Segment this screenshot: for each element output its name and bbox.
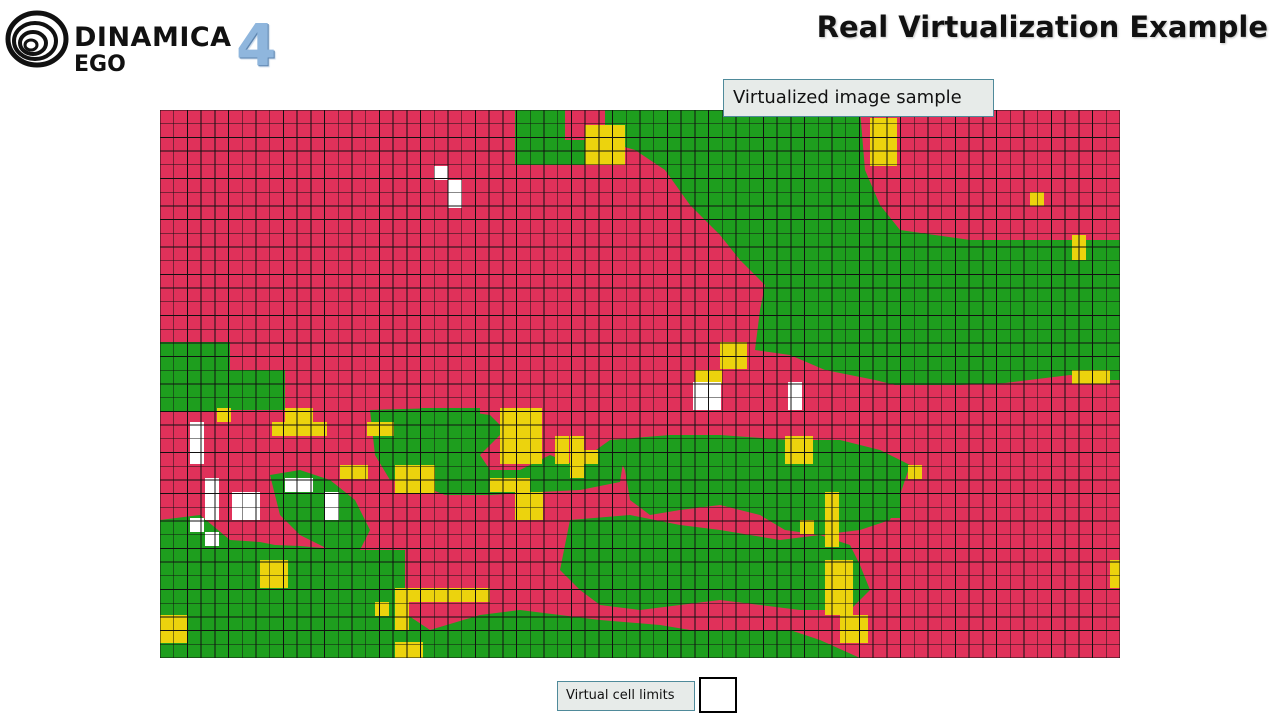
cell-yellow-20 [785, 436, 813, 464]
cell-white-5 [205, 478, 219, 520]
cell-white-0 [434, 166, 448, 180]
cell-yellow-5 [720, 342, 747, 369]
cell-yellow-25 [840, 615, 868, 643]
legend-label: Virtual cell limits [557, 681, 695, 711]
logo-wordmark: DINAMICA [74, 22, 232, 53]
cell-white-8 [325, 492, 339, 520]
logo-subtitle: EGO [74, 52, 126, 77]
cell-white-7 [285, 478, 313, 492]
cell-yellow-27 [395, 602, 409, 630]
cell-yellow-9 [272, 422, 327, 436]
cell-white-3 [788, 382, 802, 410]
cell-yellow-0 [585, 125, 625, 165]
region-green-bottom-band [320, 550, 405, 610]
cell-white-4 [190, 422, 204, 464]
cell-yellow-13 [555, 436, 569, 464]
cell-yellow-17 [490, 478, 530, 492]
cell-yellow-16 [395, 465, 435, 493]
slide-title: Real Virtualization Example [816, 10, 1268, 44]
cell-white-6 [232, 492, 260, 520]
cell-yellow-23 [800, 520, 814, 534]
cell-yellow-24 [825, 560, 853, 615]
region-green-left-2 [160, 370, 285, 410]
cell-white-2 [693, 382, 721, 410]
cell-white-1 [448, 180, 462, 208]
cell-yellow-12 [500, 436, 542, 464]
cell-yellow-10 [367, 422, 394, 436]
virtualized-raster-grid [160, 110, 1120, 658]
cell-yellow-2 [1030, 192, 1044, 206]
cell-yellow-26 [395, 588, 490, 602]
cell-yellow-1 [870, 118, 897, 166]
cell-yellow-32 [1110, 560, 1120, 588]
cell-white-9 [190, 518, 204, 532]
cell-white-10 [205, 532, 219, 546]
legend-swatch [699, 677, 737, 713]
cell-yellow-21 [908, 465, 922, 479]
spiral-logo-icon [5, 10, 69, 68]
cell-yellow-15 [340, 465, 368, 479]
logo-version: 4 [236, 11, 277, 79]
cell-yellow-18 [515, 492, 543, 520]
sample-label: Virtualized image sample [723, 79, 994, 117]
cell-yellow-30 [395, 642, 423, 658]
dinamica-ego-logo: DINAMICA EGO 4 [4, 6, 277, 79]
cell-yellow-28 [375, 602, 389, 616]
cell-grid-lines [160, 110, 1120, 658]
cell-yellow-4 [1072, 370, 1110, 384]
cell-yellow-11 [500, 408, 542, 436]
cell-yellow-19 [570, 436, 584, 478]
cell-yellow-33 [270, 560, 284, 588]
